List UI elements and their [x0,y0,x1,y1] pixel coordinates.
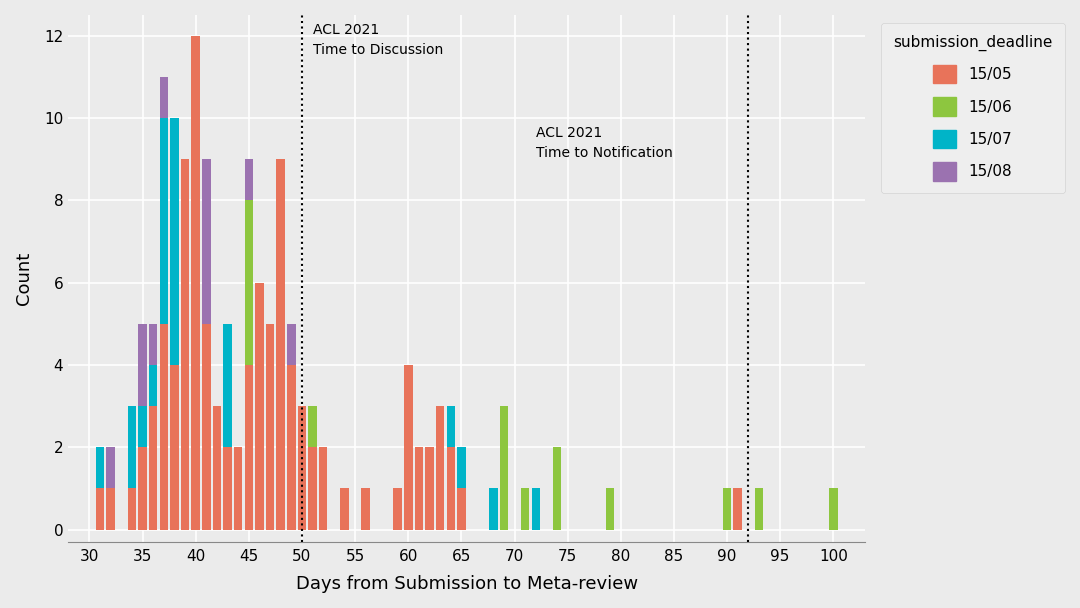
Bar [362,488,370,530]
Bar [202,323,211,530]
Bar [266,323,274,530]
Bar [298,406,307,530]
Bar [521,488,529,530]
Bar [149,323,158,365]
Bar [319,447,327,530]
Bar [224,323,232,447]
Bar [234,447,243,530]
Bar [755,488,764,530]
Bar [436,406,444,530]
Bar [138,323,147,406]
Y-axis label: Count: Count [15,252,33,305]
Bar [393,488,402,530]
Bar [723,488,731,530]
Bar [180,159,189,530]
Bar [96,447,105,488]
Bar [309,447,316,530]
Bar [191,36,200,530]
Bar [553,447,562,530]
Bar [531,488,540,530]
Bar [107,447,114,488]
Bar [171,365,178,530]
Bar [171,118,178,365]
Bar [500,406,508,530]
Bar [446,447,455,530]
Text: ACL 2021
Time to Notification: ACL 2021 Time to Notification [536,126,673,160]
Bar [446,406,455,447]
Bar [829,488,838,530]
Bar [255,283,264,530]
Bar [96,488,105,530]
Bar [309,406,316,447]
Bar [224,447,232,530]
Bar [160,118,168,323]
Bar [244,200,253,365]
Bar [244,365,253,530]
Bar [202,159,211,323]
Bar [457,447,465,488]
Bar [404,365,413,530]
Bar [138,447,147,530]
Bar [138,406,147,447]
Bar [340,488,349,530]
Bar [127,488,136,530]
Bar [160,77,168,118]
Bar [127,406,136,488]
Bar [149,365,158,406]
Bar [457,488,465,530]
Bar [426,447,434,530]
Bar [244,159,253,200]
Bar [415,447,423,530]
Bar [287,365,296,530]
Bar [287,323,296,365]
Text: ACL 2021
Time to Discussion: ACL 2021 Time to Discussion [312,23,443,57]
Bar [107,488,114,530]
X-axis label: Days from Submission to Meta-review: Days from Submission to Meta-review [296,575,638,593]
Bar [149,406,158,530]
Bar [606,488,615,530]
Bar [276,159,285,530]
Legend: 15/05, 15/06, 15/07, 15/08: 15/05, 15/06, 15/07, 15/08 [881,22,1065,193]
Bar [733,488,742,530]
Bar [489,488,498,530]
Bar [213,406,221,530]
Bar [160,323,168,530]
